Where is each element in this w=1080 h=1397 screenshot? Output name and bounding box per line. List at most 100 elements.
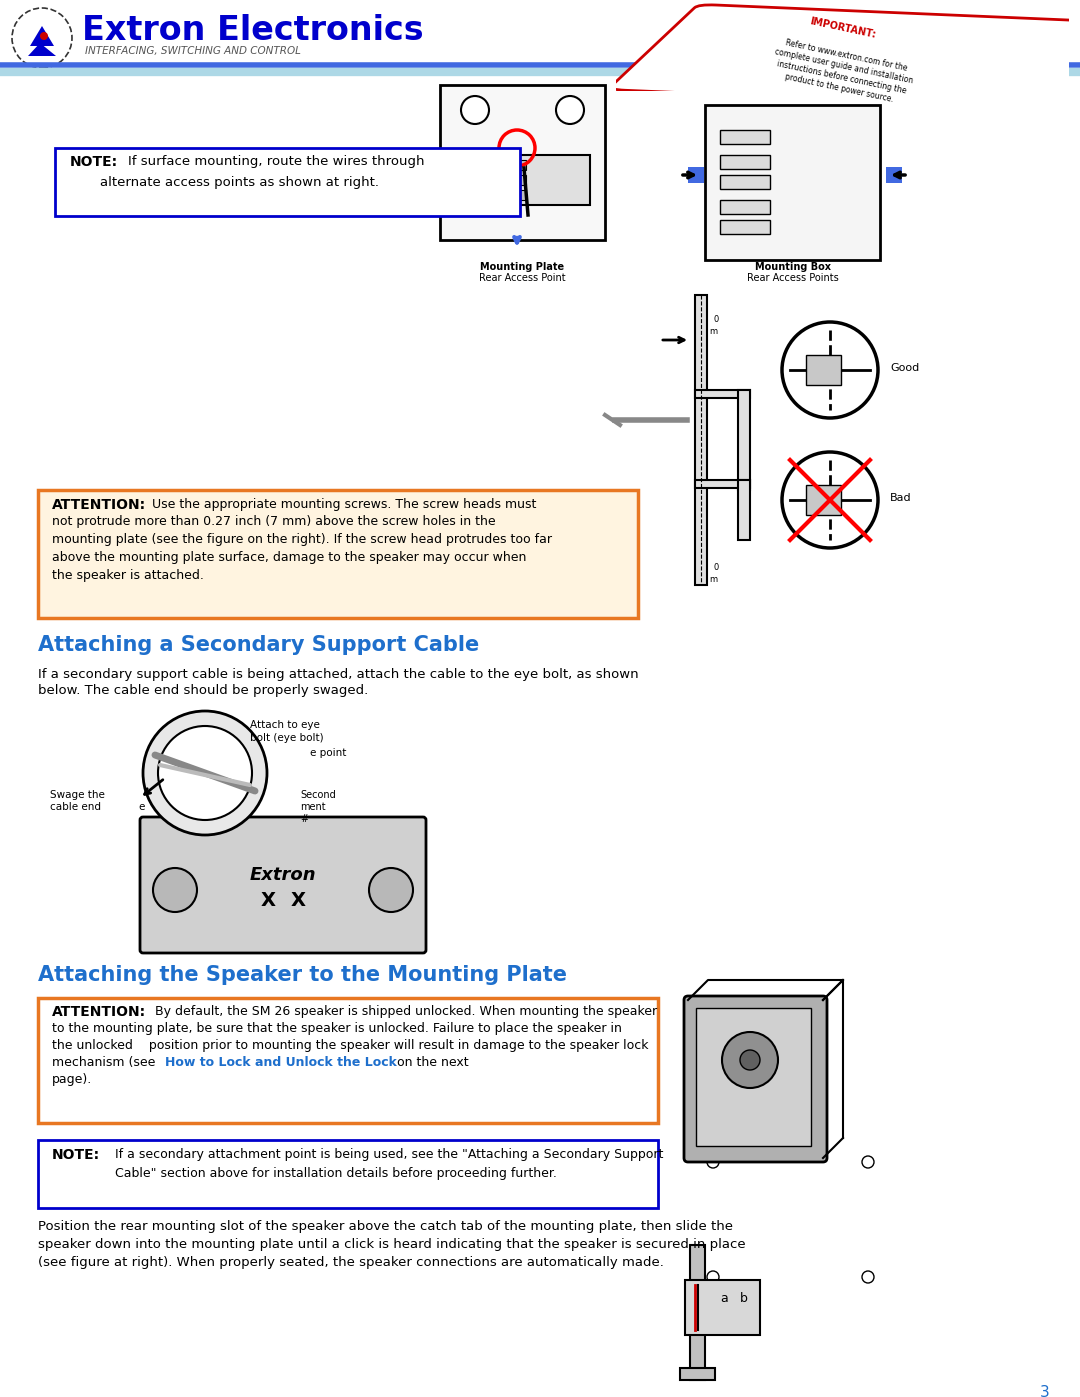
Text: Position the rear mounting slot of the speaker above the catch tab of the mounti: Position the rear mounting slot of the s… xyxy=(38,1220,733,1234)
Bar xyxy=(680,1368,715,1380)
Bar xyxy=(478,190,490,200)
Bar xyxy=(720,175,770,189)
Text: alternate access points as shown at right.: alternate access points as shown at righ… xyxy=(100,176,379,189)
Bar xyxy=(496,190,508,200)
Bar xyxy=(720,219,770,235)
Bar xyxy=(496,161,508,170)
Text: m: m xyxy=(708,576,717,584)
Text: Mounting Plate: Mounting Plate xyxy=(480,263,564,272)
Text: By default, the SM 26 speaker is shipped unlocked. When mounting the speaker: By default, the SM 26 speaker is shipped… xyxy=(156,1004,657,1018)
Text: e: e xyxy=(138,802,145,812)
Bar xyxy=(720,200,770,214)
Text: If a secondary attachment point is being used, see the "Attaching a Secondary Su: If a secondary attachment point is being… xyxy=(114,1148,663,1161)
Bar xyxy=(696,481,750,488)
Polygon shape xyxy=(28,43,56,56)
Text: 0: 0 xyxy=(713,316,718,324)
Circle shape xyxy=(556,96,584,124)
Bar xyxy=(496,175,508,184)
Text: X: X xyxy=(260,890,275,909)
Text: INTERFACING, SWITCHING AND CONTROL: INTERFACING, SWITCHING AND CONTROL xyxy=(85,46,301,56)
Text: the speaker is attached.: the speaker is attached. xyxy=(52,569,204,583)
Text: Bad: Bad xyxy=(890,493,912,503)
Text: mechanism (see: mechanism (see xyxy=(52,1056,160,1069)
Text: X: X xyxy=(291,890,306,909)
Bar xyxy=(514,161,526,170)
Text: m: m xyxy=(708,327,717,337)
Bar xyxy=(478,161,490,170)
Text: 0: 0 xyxy=(713,563,718,573)
FancyBboxPatch shape xyxy=(611,6,1080,108)
Text: mounting plate (see the figure on the right). If the screw head protrudes too fa: mounting plate (see the figure on the ri… xyxy=(52,534,552,546)
Circle shape xyxy=(782,321,878,418)
FancyBboxPatch shape xyxy=(140,817,426,953)
Text: Rear Access Points: Rear Access Points xyxy=(747,272,839,284)
Bar xyxy=(806,485,841,515)
Bar xyxy=(705,105,880,260)
Circle shape xyxy=(12,8,72,68)
Circle shape xyxy=(862,1271,874,1282)
Bar xyxy=(460,161,472,170)
Text: Mounting Box: Mounting Box xyxy=(755,263,831,272)
Bar xyxy=(738,390,750,490)
Bar xyxy=(38,1140,658,1208)
Circle shape xyxy=(143,711,267,835)
Circle shape xyxy=(707,1155,719,1168)
Text: Rear Access Point: Rear Access Point xyxy=(478,272,565,284)
Bar xyxy=(688,168,704,183)
Text: on the next: on the next xyxy=(384,1056,469,1069)
Text: not protrude more than 0.27 inch (7 mm) above the screw holes in the: not protrude more than 0.27 inch (7 mm) … xyxy=(52,515,496,528)
Text: a: a xyxy=(720,1291,728,1305)
Text: #: # xyxy=(300,814,308,824)
Circle shape xyxy=(461,96,489,124)
Bar xyxy=(738,481,750,541)
Bar xyxy=(806,355,841,386)
Text: e point: e point xyxy=(310,747,347,759)
Text: cable end: cable end xyxy=(50,802,102,812)
Text: b: b xyxy=(740,1291,747,1305)
Circle shape xyxy=(862,1155,874,1168)
Circle shape xyxy=(153,868,197,912)
Bar xyxy=(460,190,472,200)
FancyBboxPatch shape xyxy=(684,996,827,1162)
Text: Attaching a Secondary Support Cable: Attaching a Secondary Support Cable xyxy=(38,636,480,655)
Text: If surface mounting, route the wires through: If surface mounting, route the wires thr… xyxy=(129,155,424,168)
Text: Use the appropriate mounting screws. The screw heads must: Use the appropriate mounting screws. The… xyxy=(152,497,537,511)
Circle shape xyxy=(369,868,413,912)
Text: Refer to www.extron.com for the
complete user guide and installation
instruction: Refer to www.extron.com for the complete… xyxy=(769,36,916,108)
Bar xyxy=(38,997,658,1123)
Text: Extron: Extron xyxy=(249,866,316,884)
Text: to the mounting plate, be sure that the speaker is unlocked. Failure to place th: to the mounting plate, be sure that the … xyxy=(52,1023,622,1035)
Text: the unlocked    position prior to mounting the speaker will result in damage to : the unlocked position prior to mounting … xyxy=(52,1039,648,1052)
Text: bolt (eye bolt): bolt (eye bolt) xyxy=(249,733,324,743)
Circle shape xyxy=(158,726,252,820)
Bar xyxy=(0,0,1080,68)
Text: ATTENTION:: ATTENTION: xyxy=(52,497,146,511)
Bar xyxy=(696,1009,811,1146)
Text: above the mounting plate surface, damage to the speaker may occur when: above the mounting plate surface, damage… xyxy=(52,550,526,564)
Text: How to Lock and Unlock the Lock: How to Lock and Unlock the Lock xyxy=(165,1056,396,1069)
Text: speaker down into the mounting plate until a click is heard indicating that the : speaker down into the mounting plate unt… xyxy=(38,1238,745,1250)
Circle shape xyxy=(740,1051,760,1070)
Circle shape xyxy=(723,1032,778,1088)
Text: (see figure at right). When properly seated, the speaker connections are automat: (see figure at right). When properly sea… xyxy=(38,1256,664,1268)
Text: IMPORTANT:: IMPORTANT: xyxy=(808,17,877,41)
Text: Extron Electronics: Extron Electronics xyxy=(82,14,423,47)
Text: ATTENTION:: ATTENTION: xyxy=(52,1004,146,1018)
Text: Swage the: Swage the xyxy=(50,789,105,800)
Bar xyxy=(455,155,590,205)
Text: Attach to eye: Attach to eye xyxy=(249,719,320,731)
Text: Attaching the Speaker to the Mounting Plate: Attaching the Speaker to the Mounting Pl… xyxy=(38,965,567,985)
Polygon shape xyxy=(30,27,54,46)
Bar xyxy=(440,85,605,240)
Bar xyxy=(38,490,638,617)
Text: Good: Good xyxy=(890,363,919,373)
Text: below. The cable end should be properly swaged.: below. The cable end should be properly … xyxy=(38,685,368,697)
Bar xyxy=(696,390,750,398)
Bar xyxy=(55,148,519,217)
Bar xyxy=(720,155,770,169)
Text: NOTE:: NOTE: xyxy=(70,155,118,169)
Bar xyxy=(720,130,770,144)
Text: Cable" section above for installation details before proceeding further.: Cable" section above for installation de… xyxy=(114,1166,557,1180)
Text: Second: Second xyxy=(300,789,336,800)
Circle shape xyxy=(782,453,878,548)
